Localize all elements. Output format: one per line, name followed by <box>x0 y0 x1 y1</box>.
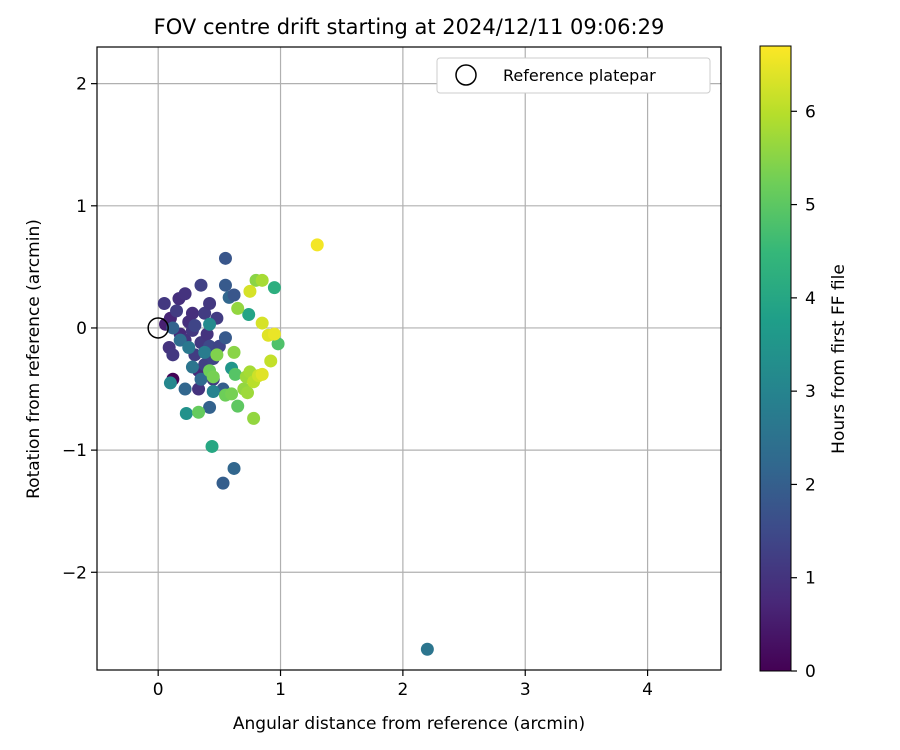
y-tick-label: 1 <box>76 197 87 217</box>
data-point <box>242 308 255 321</box>
data-points <box>158 238 434 655</box>
data-point <box>164 376 177 389</box>
data-point <box>228 462 241 475</box>
colorbar-label: Hours from first FF file <box>829 264 849 454</box>
y-axis: −2 −1 0 1 2 <box>62 75 97 584</box>
data-point <box>256 317 269 330</box>
y-tick-label: 0 <box>76 319 87 339</box>
data-point <box>195 279 208 292</box>
data-point <box>206 440 219 453</box>
data-point <box>231 400 244 413</box>
data-point <box>158 297 171 310</box>
x-tick-label: 0 <box>153 680 164 700</box>
colorbar-tick-label: 0 <box>805 662 816 682</box>
data-point <box>210 348 223 361</box>
colorbar-gradient <box>760 46 791 671</box>
legend: Reference platepar <box>437 58 710 93</box>
data-point <box>179 287 192 300</box>
x-tick-label: 2 <box>397 680 408 700</box>
data-point <box>256 274 269 287</box>
colorbar-tick-label: 1 <box>805 569 816 589</box>
data-point <box>207 385 220 398</box>
colorbar-tick-label: 3 <box>805 382 816 402</box>
data-point <box>228 346 241 359</box>
data-point <box>207 370 220 383</box>
data-point <box>203 318 216 331</box>
colorbar-ticks: 0 1 2 3 4 5 6 <box>791 102 816 682</box>
data-point <box>256 368 269 381</box>
data-point <box>219 252 232 265</box>
x-axis: 0 1 2 3 4 <box>153 670 653 700</box>
x-axis-label: Angular distance from reference (arcmin) <box>233 714 585 734</box>
x-tick-label: 1 <box>275 680 286 700</box>
data-point <box>311 238 324 251</box>
data-point <box>203 297 216 310</box>
colorbar: 0 1 2 3 4 5 6 Hours from first FF file <box>760 46 849 682</box>
data-point <box>179 383 192 396</box>
data-point <box>247 412 260 425</box>
chart-title: FOV centre drift starting at 2024/12/11 … <box>154 15 665 39</box>
data-point <box>243 285 256 298</box>
data-point <box>225 387 238 400</box>
data-point <box>170 304 183 317</box>
data-point <box>186 361 199 374</box>
x-tick-label: 3 <box>520 680 531 700</box>
colorbar-tick-label: 5 <box>805 196 816 216</box>
data-point <box>198 346 211 359</box>
data-point <box>182 341 195 354</box>
data-point <box>219 279 232 292</box>
colorbar-tick-label: 2 <box>805 475 816 495</box>
legend-label: Reference platepar <box>503 66 656 85</box>
data-point <box>268 328 281 341</box>
colorbar-tick-label: 6 <box>805 102 816 122</box>
data-point <box>219 331 232 344</box>
data-point <box>229 368 242 381</box>
data-point <box>231 302 244 315</box>
data-point <box>264 354 277 367</box>
data-point <box>188 319 201 332</box>
data-point <box>268 281 281 294</box>
data-point <box>217 477 230 490</box>
y-tick-label: −2 <box>62 563 87 583</box>
data-point <box>228 288 241 301</box>
data-point <box>166 348 179 361</box>
colorbar-tick-label: 4 <box>805 289 816 309</box>
y-axis-label: Rotation from reference (arcmin) <box>24 219 44 499</box>
y-tick-label: −1 <box>62 441 87 461</box>
data-point <box>180 407 193 420</box>
y-tick-label: 2 <box>76 75 87 95</box>
data-point <box>241 386 254 399</box>
data-point <box>192 406 205 419</box>
data-point <box>421 643 434 656</box>
data-point <box>186 307 199 320</box>
x-tick-label: 4 <box>642 680 653 700</box>
